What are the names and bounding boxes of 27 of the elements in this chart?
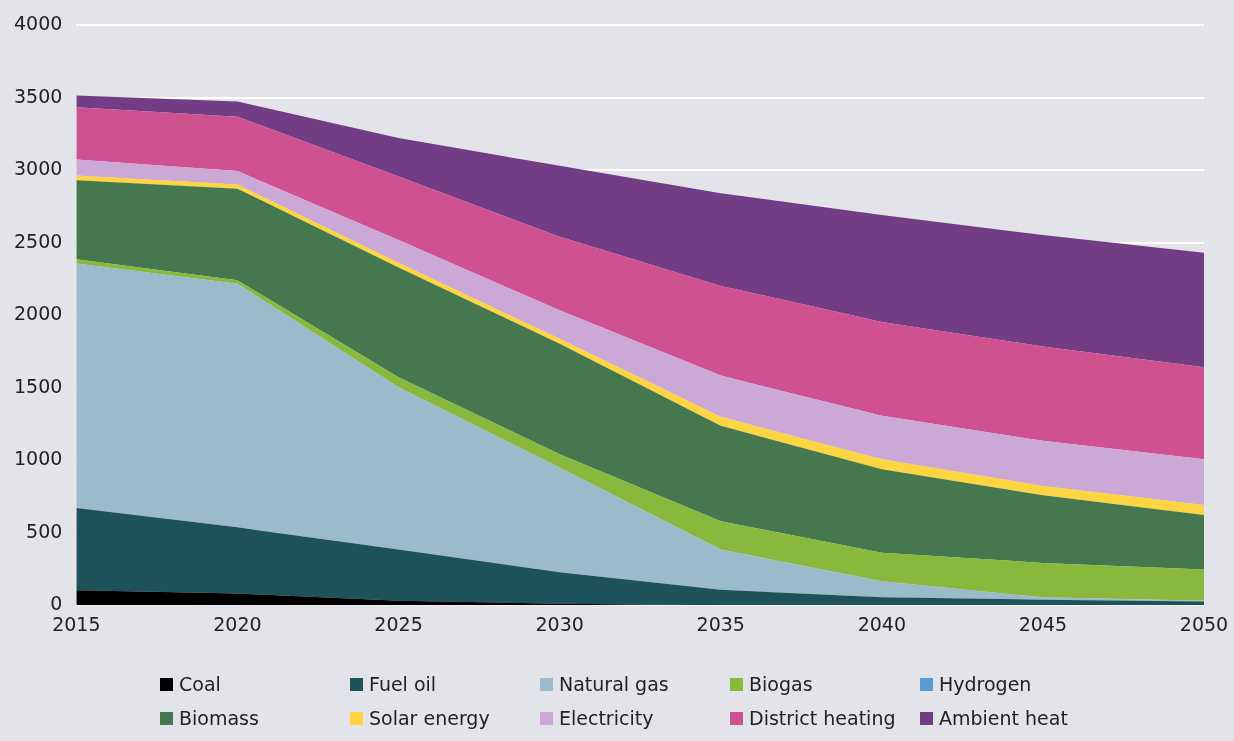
y-tick-label: 4000 xyxy=(13,12,63,35)
legend-label: Hydrogen xyxy=(939,673,1032,695)
legend-label: Biomass xyxy=(179,707,259,729)
legend-label: Solar energy xyxy=(369,707,490,729)
x-tick-label: 2025 xyxy=(374,612,423,635)
y-tick-label: 1500 xyxy=(13,374,63,397)
legend-label: Coal xyxy=(179,673,221,695)
x-tick-label: 2050 xyxy=(1179,612,1229,635)
y-tick-label: 500 xyxy=(26,519,63,542)
y-tick-label: 3500 xyxy=(13,84,63,107)
legend-label: Natural gas xyxy=(559,673,669,695)
y-tick-label: 0 xyxy=(50,592,63,615)
legend-label: Biogas xyxy=(749,673,813,695)
y-tick-label: 2500 xyxy=(13,229,63,252)
x-tick-label: 2020 xyxy=(213,612,262,635)
legend-label: Ambient heat xyxy=(939,707,1068,729)
x-tick-label: 2035 xyxy=(696,612,745,635)
x-tick-label: 2045 xyxy=(1018,612,1068,635)
legend-label: District heating xyxy=(749,707,896,729)
y-tick-label: 1000 xyxy=(13,447,63,470)
x-tick-label: 2040 xyxy=(857,612,906,635)
y-tick-label: 2000 xyxy=(13,302,63,325)
x-tick-label: 2015 xyxy=(52,612,101,635)
legend-label: Electricity xyxy=(559,707,654,729)
x-tick-label: 2030 xyxy=(535,612,584,635)
legend-label: Fuel oil xyxy=(369,673,437,695)
y-tick-label: 3000 xyxy=(13,157,63,180)
